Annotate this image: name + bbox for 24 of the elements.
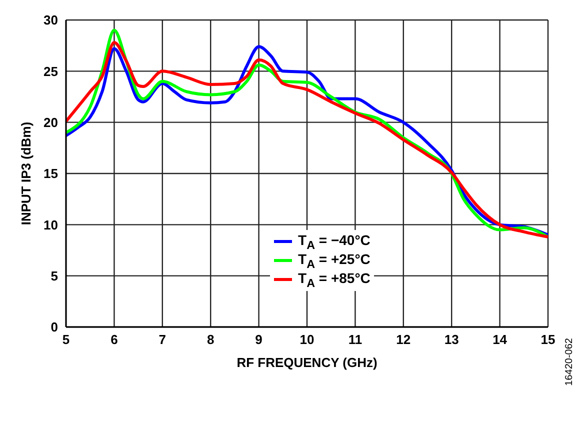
text: 16420-062 bbox=[564, 338, 575, 386]
x-tick-label: 11 bbox=[348, 332, 362, 348]
y-axis-title: INPUT IP3 (dBm) bbox=[18, 122, 34, 226]
x-tick-label: 9 bbox=[255, 332, 262, 348]
y-tick-label: 25 bbox=[44, 64, 58, 79]
legend-label: T$_{A}$ = +85°C bbox=[298, 270, 370, 290]
y-tick-label: 10 bbox=[44, 217, 58, 232]
y-tick-label: 5 bbox=[50, 268, 58, 284]
y-tick-label: 20 bbox=[44, 114, 58, 130]
y-tick-label: 30 bbox=[44, 12, 58, 28]
x-tick-label: 5 bbox=[62, 332, 70, 348]
legend-label: T$_{A}$ = −40°C bbox=[298, 232, 370, 252]
x-tick-label: 15 bbox=[540, 332, 556, 348]
x-tick-label: 10 bbox=[300, 332, 314, 348]
x-axis-title: RF FREQUENCY (GHz) bbox=[236, 355, 378, 370]
y-tick-label: 15 bbox=[44, 166, 58, 182]
y-tick-label: 0 bbox=[50, 320, 58, 335]
x-tick-label: 14 bbox=[492, 332, 508, 348]
x-tick-label: 13 bbox=[444, 332, 459, 348]
x-tick-label: 8 bbox=[206, 332, 214, 348]
x-tick-label: 7 bbox=[158, 332, 166, 348]
legend-label: T$_{A}$ = +25°C bbox=[298, 250, 370, 270]
x-tick-label: 12 bbox=[396, 332, 411, 348]
x-tick-label: 6 bbox=[110, 332, 118, 348]
